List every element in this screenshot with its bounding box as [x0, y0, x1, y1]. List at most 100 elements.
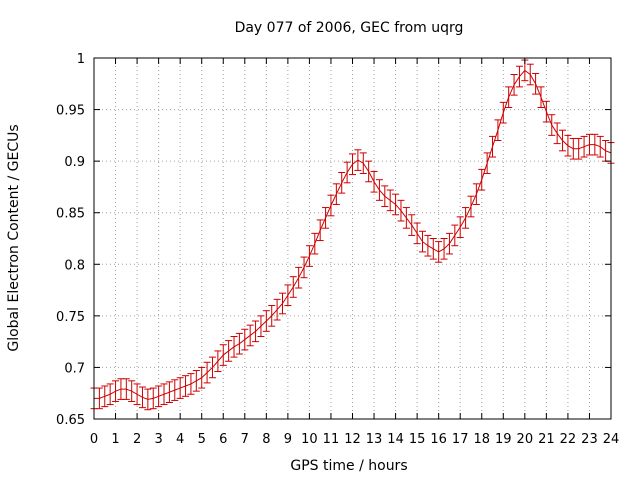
- x-tick-label: 22: [560, 432, 577, 447]
- data-point: [381, 185, 389, 208]
- x-tick-label: 1: [111, 432, 119, 447]
- y-tick-labels: 0.65 0.7 0.75 0.8 0.85 0.9 0.95 1: [56, 52, 85, 428]
- data-point: [219, 344, 227, 366]
- data-point: [413, 222, 421, 245]
- data-point: [553, 122, 561, 145]
- data-point: [548, 114, 556, 136]
- data-point: [499, 101, 507, 124]
- data-point: [327, 194, 335, 217]
- grid: [94, 58, 611, 419]
- y-tick-label: 0.85: [56, 207, 85, 222]
- data-point: [440, 238, 448, 260]
- chart-title: Day 077 of 2006, GEC from uqrg: [235, 20, 464, 36]
- x-axis-label: GPS time / hours: [290, 458, 407, 474]
- data-point: [505, 86, 513, 109]
- y-tick-label: 0.75: [56, 310, 85, 325]
- data-point: [322, 207, 330, 229]
- x-tick-label: 15: [409, 432, 426, 447]
- data-point: [262, 310, 270, 332]
- y-tick-label: 0.95: [56, 104, 85, 119]
- data-point: [252, 320, 260, 343]
- data-point: [354, 149, 362, 171]
- data-point: [564, 134, 572, 157]
- data-point: [133, 383, 141, 406]
- data-point: [268, 305, 276, 327]
- data-point: [128, 380, 136, 402]
- data-point: [602, 140, 610, 162]
- data-point: [489, 135, 497, 158]
- data-point: [397, 199, 405, 222]
- data-point: [182, 375, 190, 397]
- data-point: [284, 284, 292, 307]
- data-point: [208, 356, 216, 379]
- data-point: [559, 129, 567, 152]
- data-point: [95, 387, 103, 410]
- data-point: [359, 152, 367, 175]
- data-point: [332, 183, 340, 205]
- data-point: [462, 207, 470, 229]
- x-tick-label: 16: [430, 432, 447, 447]
- data-point: [278, 292, 286, 315]
- x-tick-label: 13: [366, 432, 383, 447]
- x-tick-label: 2: [133, 432, 141, 447]
- data-point: [295, 266, 303, 289]
- x-tick-label: 23: [581, 432, 598, 447]
- data-point: [532, 72, 540, 95]
- x-tick-label: 4: [176, 432, 184, 447]
- data-point: [305, 245, 313, 267]
- data-point: [230, 335, 238, 358]
- data-point: [203, 361, 211, 384]
- data-point: [451, 224, 459, 247]
- data-point: [101, 385, 109, 408]
- data-point: [526, 63, 534, 86]
- data-point: [160, 383, 168, 406]
- data-point: [515, 65, 523, 88]
- data-point: [192, 370, 200, 392]
- data-point: [435, 241, 443, 263]
- x-tick-label: 6: [219, 432, 227, 447]
- y-tick-label: 0.7: [64, 361, 85, 376]
- data-point: [144, 388, 152, 411]
- data-point: [467, 195, 475, 218]
- data-point: [343, 161, 351, 184]
- data-point: [494, 119, 502, 142]
- x-tick-label: 9: [284, 432, 292, 447]
- data-point: [392, 193, 400, 216]
- y-axis-label: Global Electron Content / GECUs: [6, 124, 22, 351]
- x-tick-label: 20: [517, 432, 534, 447]
- data-point: [419, 230, 427, 253]
- y-tick-label: 0.65: [56, 413, 85, 428]
- y-tick-label: 0.8: [64, 258, 85, 273]
- x-tick-label: 0: [90, 432, 98, 447]
- data-point: [429, 238, 437, 260]
- data-point: [510, 74, 518, 96]
- x-tick-label: 19: [495, 432, 512, 447]
- x-tick-label: 7: [241, 432, 249, 447]
- data-point: [155, 385, 163, 408]
- data-point: [537, 86, 545, 109]
- data-point: [122, 378, 130, 400]
- x-tick-label: 24: [603, 432, 620, 447]
- data-point: [138, 386, 146, 409]
- data-point: [112, 380, 120, 402]
- data-point: [273, 298, 281, 321]
- data-point: [483, 152, 491, 175]
- data-point: [375, 179, 383, 201]
- data-point: [445, 232, 453, 255]
- data-point: [370, 170, 378, 193]
- data-point: [575, 137, 583, 160]
- data-point: [365, 160, 373, 183]
- data-point: [456, 216, 464, 238]
- series-gec: [90, 59, 615, 411]
- data-point: [596, 135, 604, 158]
- data-point: [257, 315, 265, 337]
- x-tick-labels: 0 1 2 3 4 5 6 7 8 9 10 11 12 13 14 15 16 17 18 19 20 21 22 23 24: [90, 432, 619, 447]
- data-point: [187, 373, 195, 395]
- y-tick-label: 1: [77, 52, 85, 67]
- x-tick-label: 18: [473, 432, 490, 447]
- x-tick-label: 21: [538, 432, 555, 447]
- data-point: [591, 133, 599, 156]
- ticks: [93, 57, 612, 420]
- y-tick-label: 0.9: [64, 155, 85, 170]
